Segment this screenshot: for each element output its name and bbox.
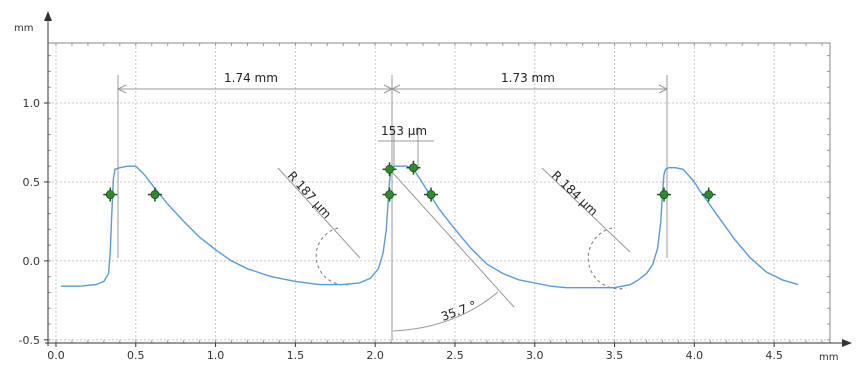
measurement-marker (424, 187, 439, 202)
x-tick-label: 1.0 (207, 349, 225, 362)
measurement-marker (382, 187, 397, 202)
measurement-marker (103, 187, 118, 202)
measurement-marker (382, 162, 397, 177)
y-tick-label: 1.0 (23, 97, 41, 110)
y-tick-label: 0.0 (23, 255, 41, 268)
y-tick-label: 0.5 (23, 176, 41, 189)
x-tick-label: 4.5 (765, 349, 783, 362)
x-axis-ticks: 0.0 0.5 1.0 1.5 2.0 2.5 3.0 3.5 4.0 4.5 (47, 43, 823, 362)
radius-label-1: R 187 µm (285, 169, 334, 222)
x-tick-label: 1.5 (287, 349, 305, 362)
y-tick-label: -0.5 (19, 334, 40, 347)
x-tick-label: 4.0 (686, 349, 704, 362)
measurement-markers (103, 160, 716, 202)
radius-arc-2 (587, 227, 627, 290)
measurement-marker (406, 160, 421, 175)
radius-arc-1 (315, 227, 353, 286)
angle-label: 35.7 ° (439, 298, 478, 324)
measurement-marker (147, 187, 162, 202)
dim-label-1: 1.74 mm (224, 71, 278, 85)
y-axis-arrow-icon (44, 11, 52, 21)
dimension-annotations (116, 75, 669, 340)
x-axis-arrow-icon (842, 339, 852, 347)
measurement-marker (701, 187, 716, 202)
angle-arc (392, 291, 499, 332)
dim-label-2: 1.73 mm (501, 71, 555, 85)
x-tick-label: 2.0 (366, 349, 384, 362)
width-label: 153 µm (381, 124, 427, 138)
series-line (60, 165, 799, 289)
measurement-marker (657, 187, 672, 202)
radius-label-2: R 184 µm (549, 168, 601, 219)
chart-grid (48, 43, 830, 343)
y-unit-label: mm (14, 23, 33, 34)
x-tick-label: 2.5 (446, 349, 464, 362)
x-unit-label: mm (819, 352, 838, 363)
y-axis-ticks: -0.5 0.0 0.5 1.0 (19, 55, 830, 347)
x-tick-label: 3.0 (526, 349, 544, 362)
x-tick-label: 0.5 (127, 349, 145, 362)
x-tick-label: 0.0 (47, 349, 65, 362)
x-tick-label: 3.5 (606, 349, 624, 362)
